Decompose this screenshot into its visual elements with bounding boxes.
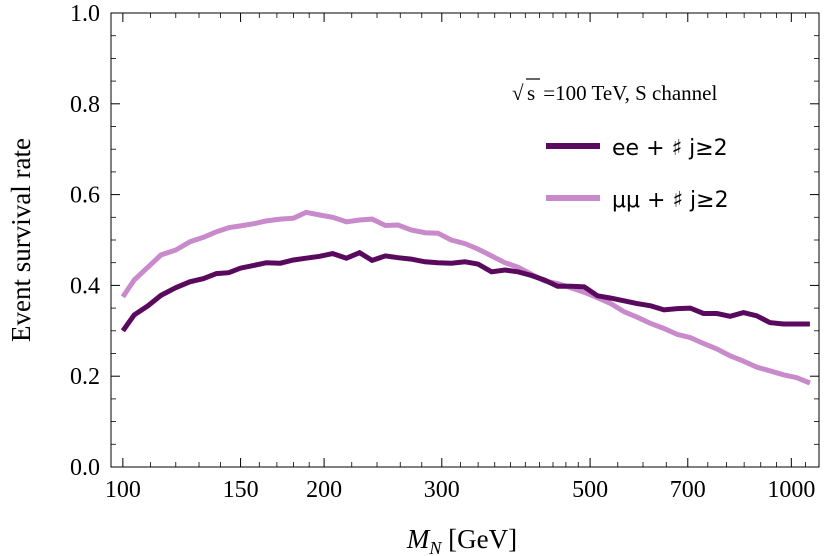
- y-tick-label: 0.6: [70, 183, 100, 209]
- x-axis-ticks: 100 150 200 300 500 700 1000: [105, 13, 815, 503]
- sqrt-s-label: s: [527, 81, 535, 105]
- y-tick-label: 0.0: [70, 455, 100, 481]
- series-line-1: [120, 209, 811, 386]
- y-tick-label: 1.0: [70, 1, 100, 27]
- x-tick-label: 150: [223, 477, 259, 503]
- x-axis-unit: [GeV]: [441, 524, 517, 554]
- x-tick-label: 1000: [767, 477, 815, 503]
- sqrt-symbol: √: [512, 81, 524, 105]
- y-axis-title: Event survival rate: [6, 138, 36, 342]
- series-layer: [120, 209, 811, 386]
- energy-annotation: √ s =100 TeV, S channel: [512, 78, 717, 105]
- x-axis-subscript: N: [428, 538, 442, 556]
- energy-label: =100 TeV, S channel: [538, 81, 717, 105]
- y-tick-label: 0.4: [70, 273, 100, 299]
- series-line-0: [120, 249, 810, 333]
- y-axis-ticks: 0.0 0.2 0.4 0.6 0.8 1.0: [70, 1, 819, 481]
- x-axis-title: MN [GeV]: [406, 524, 517, 556]
- legend-label-ee: ee + ♯ j≥2: [612, 136, 728, 161]
- legend: ee + ♯ j≥2 μμ + ♯ j≥2: [546, 136, 729, 213]
- y-tick-label: 0.2: [70, 364, 100, 390]
- x-tick-label: 300: [424, 477, 460, 503]
- legend-label-mumu: μμ + ♯ j≥2: [612, 188, 729, 213]
- x-tick-label: 200: [306, 477, 342, 503]
- y-tick-label: 0.8: [70, 92, 100, 118]
- x-tick-label: 100: [105, 477, 141, 503]
- x-tick-label: 500: [572, 477, 608, 503]
- x-axis-symbol: M: [406, 524, 431, 554]
- x-tick-label: 700: [670, 477, 706, 503]
